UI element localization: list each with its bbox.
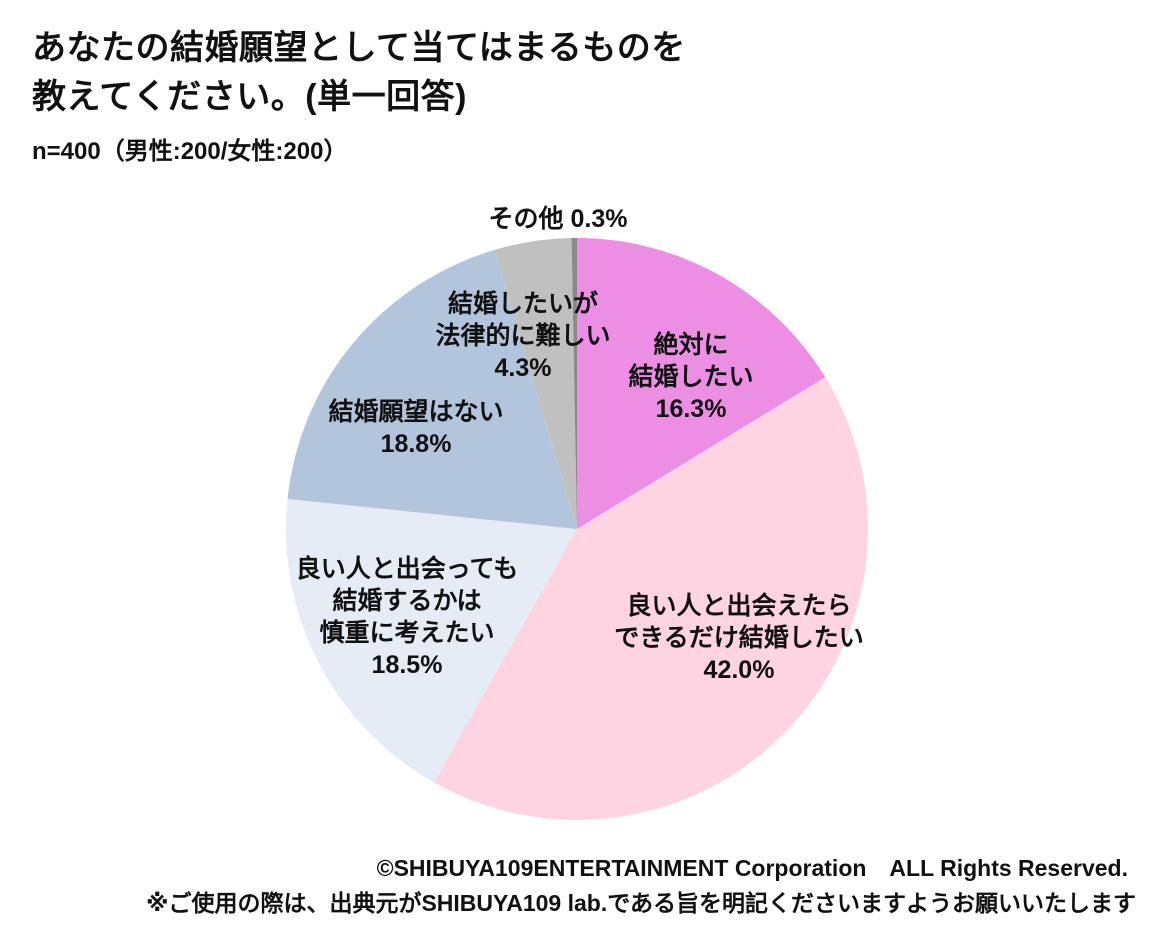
pie-slice-dekirudake-kekkon-shitai — [433, 377, 868, 820]
pie-slice-shincho-ni-kangaetai — [286, 498, 577, 783]
source-usage-note: ※ご使用の際は、出典元がSHIBUYA109 lab.である旨を明記くださいます… — [146, 890, 1136, 916]
sample-size-note: n=400（男性:200/女性:200） — [32, 138, 348, 165]
pie-svg — [286, 238, 868, 820]
pie-slice-horitsuteki-ni-muzukashii — [494, 238, 577, 530]
page-title: あなたの結婚願望として当てはまるものを 教えてください。(単一回答) — [32, 29, 686, 117]
pie-slice-kekkon-ganbo-wa-nai — [287, 250, 577, 529]
pie-slice-zettai-kekkon-shitai — [577, 238, 826, 529]
pie-slice-sonota — [571, 238, 577, 529]
pie-label-sonota: その他 0.3% — [488, 205, 628, 233]
copyright-text: ©SHIBUYA109ENTERTAINMENT Corporation ALL… — [376, 855, 1128, 881]
